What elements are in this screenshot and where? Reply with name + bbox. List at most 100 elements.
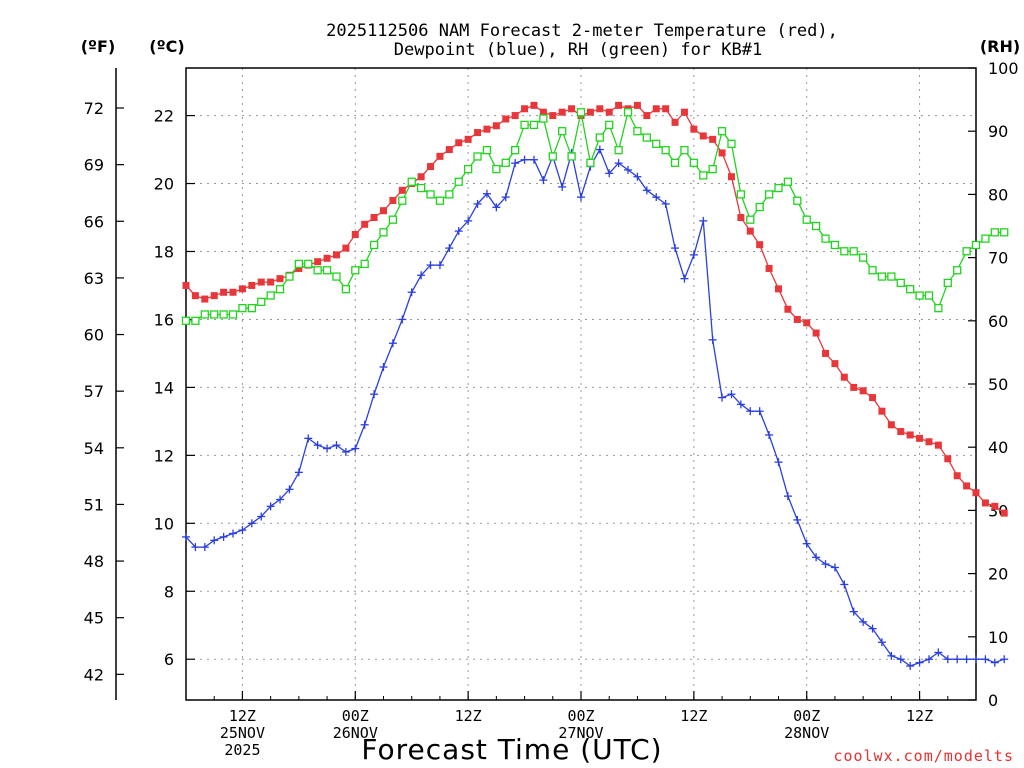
temperature-point [295,264,303,272]
dewpoint-point [793,515,802,524]
rh-point [595,133,604,142]
dewpoint-point [210,536,219,545]
rh-tick-label: 60 [988,312,1008,331]
dewpoint-point [464,216,473,225]
dewpoint-point [812,553,821,562]
rh-point [228,310,238,319]
rh-tick-label: 90 [988,122,1008,141]
dewpoint-point [360,420,369,429]
dewpoint-point [614,159,623,168]
rh-point [840,247,849,256]
x-tick-label: 28NOV [784,724,829,742]
dewpoint-point [511,159,520,168]
rh-point [341,285,351,294]
rh-point [623,108,633,117]
celsius-tick-label: 16 [154,310,174,329]
rh-point [275,285,285,294]
dewpoint-point [624,165,633,174]
temperature-point [840,373,848,381]
dewpoint-point [595,145,604,154]
rh-point [670,158,680,167]
rh-point [896,278,905,288]
dewpoint-point [370,390,379,399]
temperature-point [596,105,604,113]
dewpoint-line [185,147,1005,667]
chart-title-line1: 2025112506 NAM Forecast 2-meter Temperat… [326,21,838,41]
temperature-point [775,285,782,293]
series-temperature [182,101,1008,517]
temperature-point [558,108,566,116]
dewpoint-point [1000,655,1009,664]
temperature-point [342,244,350,252]
temperature-point [492,122,500,130]
rh-point [398,196,407,205]
rh-point [210,310,219,319]
temperature-point [803,319,811,327]
rh-point [736,190,746,199]
dewpoint-point [755,407,764,416]
dewpoint-point [962,655,971,664]
rh-point [294,259,304,269]
rh-point [661,146,670,155]
rh-point [332,272,341,281]
temperature-point [427,163,435,171]
rh-point [652,139,661,148]
fahrenheit-tick-label: 45 [84,609,104,628]
celsius-tick-label: 8 [164,582,174,601]
rh-point [793,196,802,205]
rh-point [858,253,868,262]
rh-point [586,158,595,167]
series-dewpoint [182,145,1009,671]
dewpoint-point [943,655,952,664]
dewpoint-point [802,539,811,548]
x-tick-label: 25NOV [220,724,265,742]
temperature-point [643,112,651,120]
temperature-point [276,275,284,283]
temperature-point [1000,509,1008,517]
rh-point [755,202,764,212]
rh-point [727,139,736,148]
rh-point [567,152,576,161]
celsius-tick-label: 12 [154,446,174,465]
temperature-point [981,499,989,507]
temperature-point [539,108,547,116]
rh-point [191,316,200,325]
temperature-point [182,281,190,289]
dewpoint-point [840,580,849,589]
temperature-point [568,105,576,113]
temperature-point [718,149,726,157]
rh-point [1000,228,1009,237]
dewpoint-point [652,193,661,202]
dewpoint-point [990,658,999,667]
x-tick-label: 26NOV [333,724,378,742]
temperature-point [615,101,623,109]
rh-point [689,158,699,167]
dewpoint-point [219,532,228,541]
dewpoint-point [708,335,717,344]
dewpoint-point [294,468,303,477]
temperature-point [474,129,482,137]
rh-line [186,110,1005,322]
dewpoint-point [765,430,774,439]
rh-tick-label: 50 [988,375,1008,394]
rh-tick-label: 20 [988,565,1008,584]
dewpoint-point [633,172,642,181]
rh-point [934,304,943,313]
dewpoint-point [276,495,285,504]
temperature-point [878,407,886,415]
temperature-point [737,214,745,222]
dewpoint-point [266,502,275,511]
temperature-point [417,173,425,181]
temperature-point [916,434,924,442]
temperature-point [652,105,660,113]
dewpoint-point [191,543,200,552]
temperature-point [831,360,839,368]
dewpoint-point [981,655,990,664]
rh-tick-label: 40 [988,438,1008,457]
rh-point [802,215,811,224]
rh-point [360,259,369,269]
rh-point [426,190,435,199]
temperature-point [887,421,895,429]
rh-point [642,133,651,142]
